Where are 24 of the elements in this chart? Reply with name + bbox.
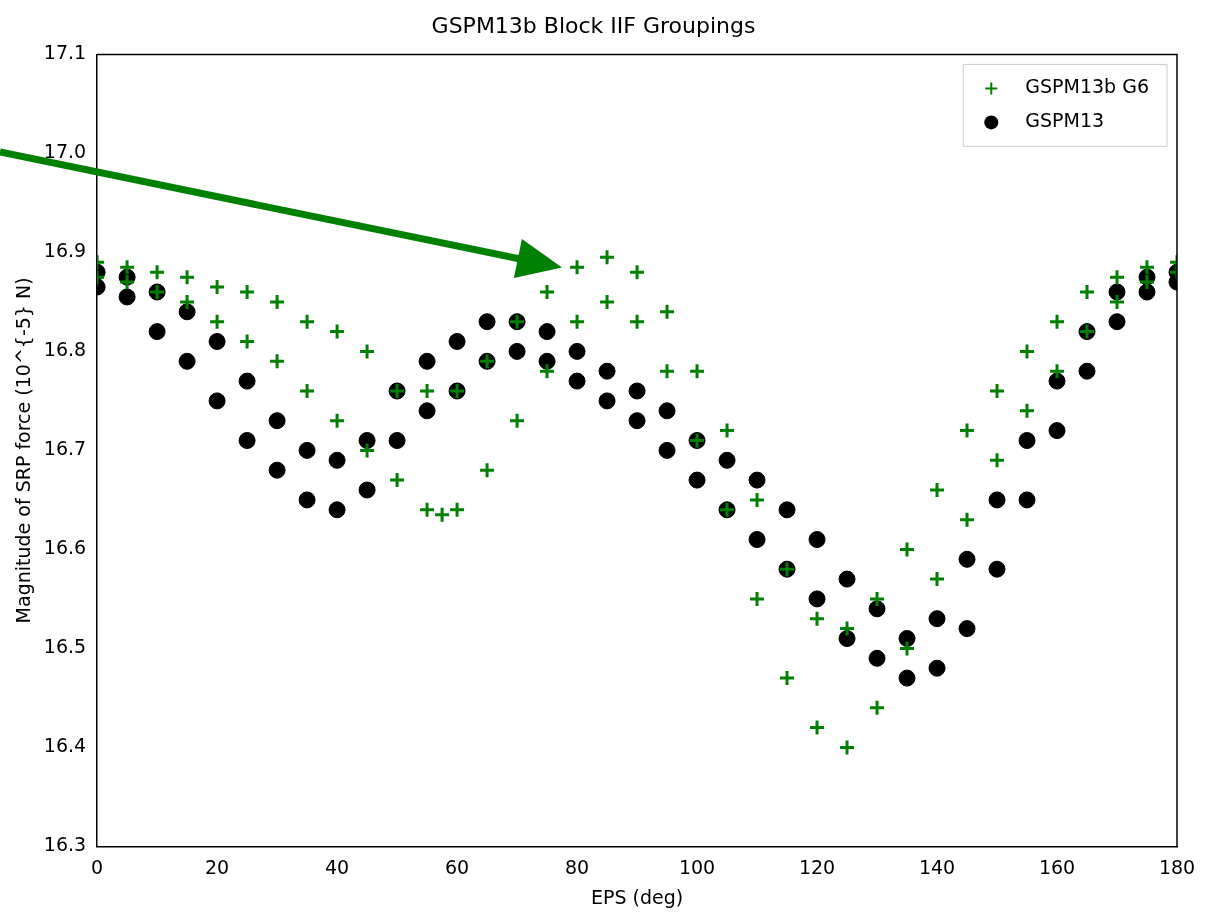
chart-title: GSPM13b Block IIF Groupings	[431, 12, 756, 38]
legend-label: GSPM13b G6	[1025, 75, 1150, 98]
x-tick-label: 180	[1158, 855, 1196, 878]
x-tick-label: 0	[91, 855, 104, 878]
x-tick-label: 40	[324, 855, 350, 878]
y-tick-label: 16.9	[43, 239, 87, 262]
x-tick-label: 120	[798, 855, 836, 878]
x-tick-label: 140	[918, 855, 956, 878]
y-tick-label: 16.3	[43, 833, 87, 856]
legend-label: GSPM13	[1025, 109, 1105, 132]
y-tick-label: 16.4	[43, 734, 87, 757]
x-tick-label: 20	[205, 855, 230, 878]
x-tick-label: 80	[564, 855, 590, 878]
x-tick-label: 160	[1038, 855, 1076, 878]
y-tick-label: 16.8	[43, 338, 87, 361]
y-tick-label: 16.6	[43, 536, 87, 559]
y-tick-label: 16.5	[43, 635, 87, 658]
x-axis-title: EPS (deg)	[590, 885, 684, 908]
x-tick-label: 100	[678, 855, 716, 878]
y-axis-title: Magnitude of SRP force (10^{-5} N)	[12, 277, 35, 624]
y-tick-label: 16.7	[43, 437, 87, 460]
y-tick-label: 17.1	[43, 41, 87, 64]
y-tick-label: 17.0	[43, 140, 87, 163]
x-tick-label: 60	[444, 855, 470, 878]
